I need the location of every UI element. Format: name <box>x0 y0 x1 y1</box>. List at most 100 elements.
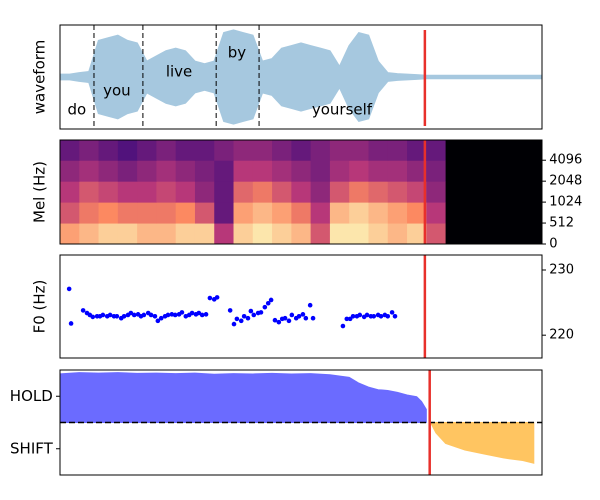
heatmap-cell <box>137 202 157 224</box>
heatmap-cell <box>117 202 138 224</box>
heatmap-cell <box>156 181 177 203</box>
f0-point <box>165 312 171 318</box>
f0-point <box>90 314 96 320</box>
y-axis-label: waveform <box>31 40 49 115</box>
heatmap-cell <box>194 160 215 182</box>
heatmap-cell <box>329 140 350 161</box>
heatmap-cell <box>426 160 447 182</box>
heatmap-cell <box>137 223 157 244</box>
heatmap-cell <box>522 160 542 182</box>
heatmap-cell <box>98 181 119 203</box>
heatmap-cell <box>407 160 427 182</box>
f0-point <box>234 316 240 322</box>
f0-point <box>207 295 213 301</box>
f0-point <box>245 315 251 321</box>
f0-point <box>251 312 257 318</box>
heatmap-cell <box>522 181 542 203</box>
f0-point <box>114 313 120 319</box>
heatmap-cell <box>98 223 119 244</box>
f0-point <box>371 313 377 319</box>
heatmap-cell <box>503 202 524 224</box>
heatmap-cell <box>310 140 331 161</box>
heatmap-cell <box>291 181 312 203</box>
f0-point <box>66 286 72 292</box>
y-tick-label: SHIFT <box>10 439 54 457</box>
heatmap-cell <box>175 140 196 161</box>
heatmap-cell <box>368 223 389 244</box>
heatmap-cell <box>117 160 138 182</box>
heatmap-cell <box>291 202 312 224</box>
heatmap-cell <box>484 223 504 244</box>
heatmap-cell <box>117 140 138 161</box>
f0-point <box>310 315 316 321</box>
plot-area <box>60 140 542 244</box>
heatmap-cell <box>117 223 138 244</box>
heatmap-cell <box>272 140 292 161</box>
y-tick-label: 4096 <box>549 153 582 168</box>
f0-point <box>158 315 164 321</box>
probability-area <box>60 372 427 423</box>
heatmap-cell <box>214 202 235 224</box>
heatmap-cell <box>310 223 331 244</box>
heatmap-cell <box>445 202 466 224</box>
heatmap-cell <box>464 160 485 182</box>
heatmap-cell <box>503 140 524 161</box>
f0-point <box>179 310 185 315</box>
heatmap-cell <box>233 140 254 161</box>
word-label: yourself <box>312 100 373 118</box>
heatmap-cell <box>349 202 369 224</box>
heatmap-cell <box>175 160 196 182</box>
y-tick-label: 2048 <box>549 174 582 189</box>
heatmap-cell <box>156 202 177 224</box>
heatmap-cell <box>233 202 254 224</box>
heatmap-cell <box>445 160 466 182</box>
f0-point <box>340 323 346 329</box>
f0-point <box>357 312 363 318</box>
heatmap-cell <box>79 160 100 182</box>
f0-point <box>80 308 86 313</box>
panel-frame <box>59 139 543 245</box>
probability-area <box>430 422 535 464</box>
f0-point <box>131 312 137 318</box>
y-tick-label: 1024 <box>549 195 582 210</box>
f0-point <box>196 310 202 316</box>
y-tick-label: 230 <box>549 262 574 277</box>
heatmap-cell <box>272 160 292 182</box>
heatmap-cell <box>310 160 331 182</box>
heatmap-cell <box>310 181 331 203</box>
y-tick-label: 512 <box>549 216 574 231</box>
heatmap-cell <box>194 140 215 161</box>
y-axis-label: Mel (Hz) <box>31 161 49 223</box>
f0-point <box>155 318 161 324</box>
heatmap-cell <box>252 160 273 182</box>
heatmap-cell <box>503 160 524 182</box>
heatmap-cell <box>175 181 196 203</box>
heatmap-cell <box>252 223 273 244</box>
heatmap-cell <box>464 181 485 203</box>
f0-point <box>141 312 147 318</box>
f0-point <box>286 318 292 324</box>
f0-point <box>107 312 113 318</box>
heatmap-cell <box>484 202 504 224</box>
heatmap-cell <box>291 160 312 182</box>
f0-point <box>214 295 220 300</box>
f0-point <box>392 313 398 319</box>
f0-point <box>307 302 313 308</box>
heatmap-cell <box>368 160 389 182</box>
heatmap-cell <box>484 181 504 203</box>
plot-area <box>60 370 542 475</box>
f0-point <box>364 312 370 318</box>
heatmap-cell <box>214 160 235 182</box>
heatmap-cell <box>329 202 350 224</box>
heatmap-cell <box>464 202 485 224</box>
f0-point <box>128 310 134 316</box>
heatmap-cell <box>79 202 100 224</box>
heatmap-cell <box>272 202 292 224</box>
waveform <box>60 29 542 125</box>
heatmap-cell <box>349 223 369 244</box>
y-tick-label: 220 <box>549 328 574 343</box>
heatmap-cell <box>445 181 466 203</box>
heatmap-cell <box>368 202 389 224</box>
heatmap-cell <box>503 223 524 244</box>
